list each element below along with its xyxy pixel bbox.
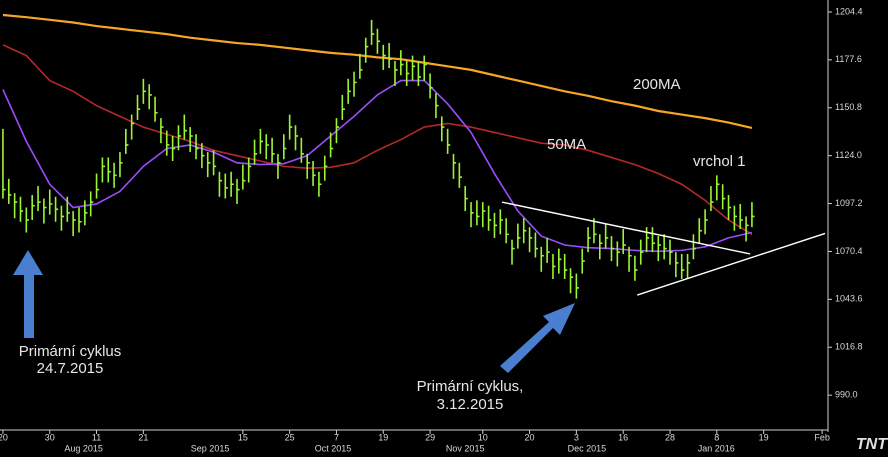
y-tick-label: 1150.8 [835,102,862,112]
annotation: Primární cyklus [19,343,122,360]
x-tick-label: 30 [45,432,55,442]
x-month-label: Dec 2015 [568,443,607,453]
annotation: vrchol 1 [693,153,746,170]
annotation: Primární cyklus, [417,378,524,395]
x-tick-label: 29 [425,432,435,442]
moving-average [2,79,753,253]
y-tick-label: 1177.6 [835,54,862,64]
x-tick-label: 20 [0,432,8,442]
x-tick-label: 15 [238,432,248,442]
trend-line [501,201,751,255]
moving-average [2,44,753,235]
y-tick-label: 1043.6 [835,294,863,304]
x-month-label: Jan 2016 [698,443,735,453]
x-month-label: Oct 2015 [315,443,352,453]
y-tick-label: 1124.0 [835,150,862,160]
x-month-label: Sep 2015 [191,443,230,453]
x-tick-label: 8 [714,432,719,442]
x-tick-label: 19 [378,432,388,442]
x-tick-label: 28 [665,432,675,442]
x-tick-label: 10 [478,432,488,442]
annotation: 3.12.2015 [437,396,504,413]
x-tick-label: 11 [92,432,101,442]
plot-area [2,13,826,299]
logo-box [832,433,888,457]
x-tick-label: 16 [618,432,628,442]
annotation: 200MA [633,76,681,93]
x-tick-label: 7 [334,432,339,442]
y-tick-label: 1016.8 [835,342,863,352]
x-tick-label: 25 [285,432,295,442]
x-month-label: Aug 2015 [64,443,103,453]
x-tick-label: 21 [138,432,148,442]
y-tick-label: 1070.4 [835,246,863,256]
x-month-label: Nov 2015 [446,443,485,453]
arrow [13,250,43,338]
x-tick-label: 19 [759,432,769,442]
y-tick-label: 990.0 [835,390,858,400]
annotation: 50MA [547,136,586,153]
y-tick-label: 1097.2 [835,198,863,208]
x-tick-label: Feb [814,432,830,442]
trend-line [637,232,826,296]
y-tick-label: 1204.4 [835,6,863,16]
x-tick-label: 3 [574,432,579,442]
annotation: 24.7.2015 [37,360,104,377]
arrow [500,303,575,373]
logo: TNT [856,436,888,453]
moving-average [2,13,753,130]
x-tick-label: 20 [525,432,535,442]
